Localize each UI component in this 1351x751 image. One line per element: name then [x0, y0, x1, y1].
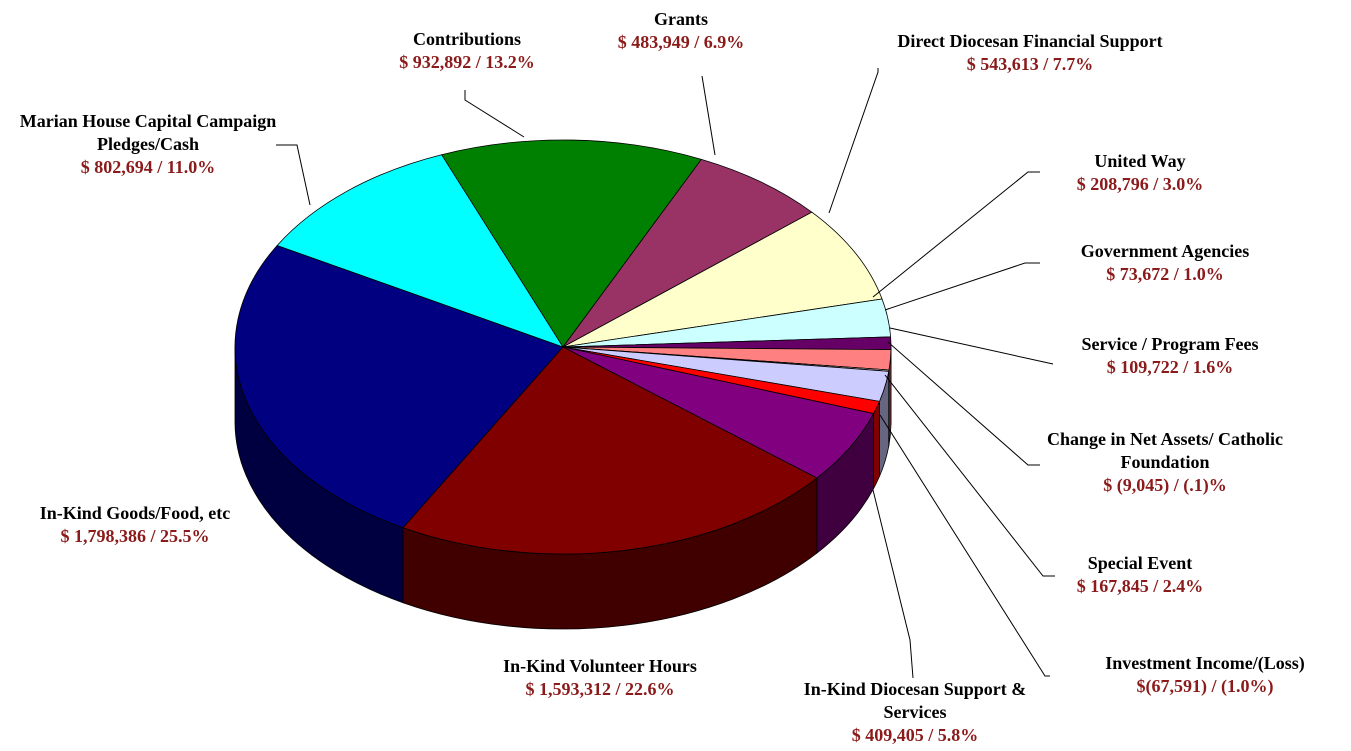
slice-marian-house-capital-campaign-pledges-cash [276, 154, 564, 348]
pie-top-faces [234, 139, 892, 555]
label-investment-income: Investment Income/(Loss) $(67,591) / (1.… [1105, 653, 1305, 696]
leader-line [464, 90, 525, 138]
label-special-event: Special Event $ 167,845 / 2.4% [1076, 553, 1204, 596]
label-in-kind-diocesan-support: In-Kind Diocesan Support & Services $ 40… [803, 679, 1027, 745]
leader-line [884, 374, 1055, 577]
slice-in-kind-goods-food-etc [234, 244, 564, 529]
leader-line [872, 171, 1040, 298]
slice-contributions [440, 139, 703, 348]
leader-lines [276, 68, 1055, 679]
slice-direct-diocesan-financial-support [562, 211, 883, 348]
label-direct-diocesan-support: Direct Diocesan Financial Support $ 543,… [897, 31, 1163, 74]
leader-line [276, 144, 311, 206]
label-change-in-net-assets: Change in Net Assets/ Catholic Foundatio… [1046, 429, 1283, 495]
leader-line [828, 68, 879, 214]
label-grants: Grants $ 483,949 / 6.9% [617, 9, 745, 52]
leader-line [879, 414, 1050, 677]
label-united-way: United Way $ 208,796 / 3.0% [1076, 151, 1204, 194]
leader-line [889, 327, 1054, 365]
label-service-program-fees: Service / Program Fees $ 109,722 / 1.6% [1081, 334, 1259, 377]
leader-line [872, 489, 914, 679]
leader-line [701, 75, 716, 156]
label-marian-house-campaign: Marian House Capital Campaign Pledges/Ca… [19, 111, 277, 177]
label-contributions: Contributions $ 932,892 / 13.2% [399, 29, 535, 72]
slice-grants [562, 158, 813, 348]
label-in-kind-volunteer-hours: In-Kind Volunteer Hours $ 1,593,312 / 22… [503, 656, 697, 699]
leader-line [887, 341, 1040, 466]
slice-in-kind-volunteer-hours [402, 346, 818, 555]
slice-side-investment-income-loss [873, 401, 880, 489]
label-in-kind-goods-food: In-Kind Goods/Food, etc $ 1,798,386 / 25… [39, 503, 231, 546]
label-government-agencies: Government Agencies $ 73,672 / 1.0% [1080, 241, 1250, 284]
leader-line [884, 262, 1040, 311]
